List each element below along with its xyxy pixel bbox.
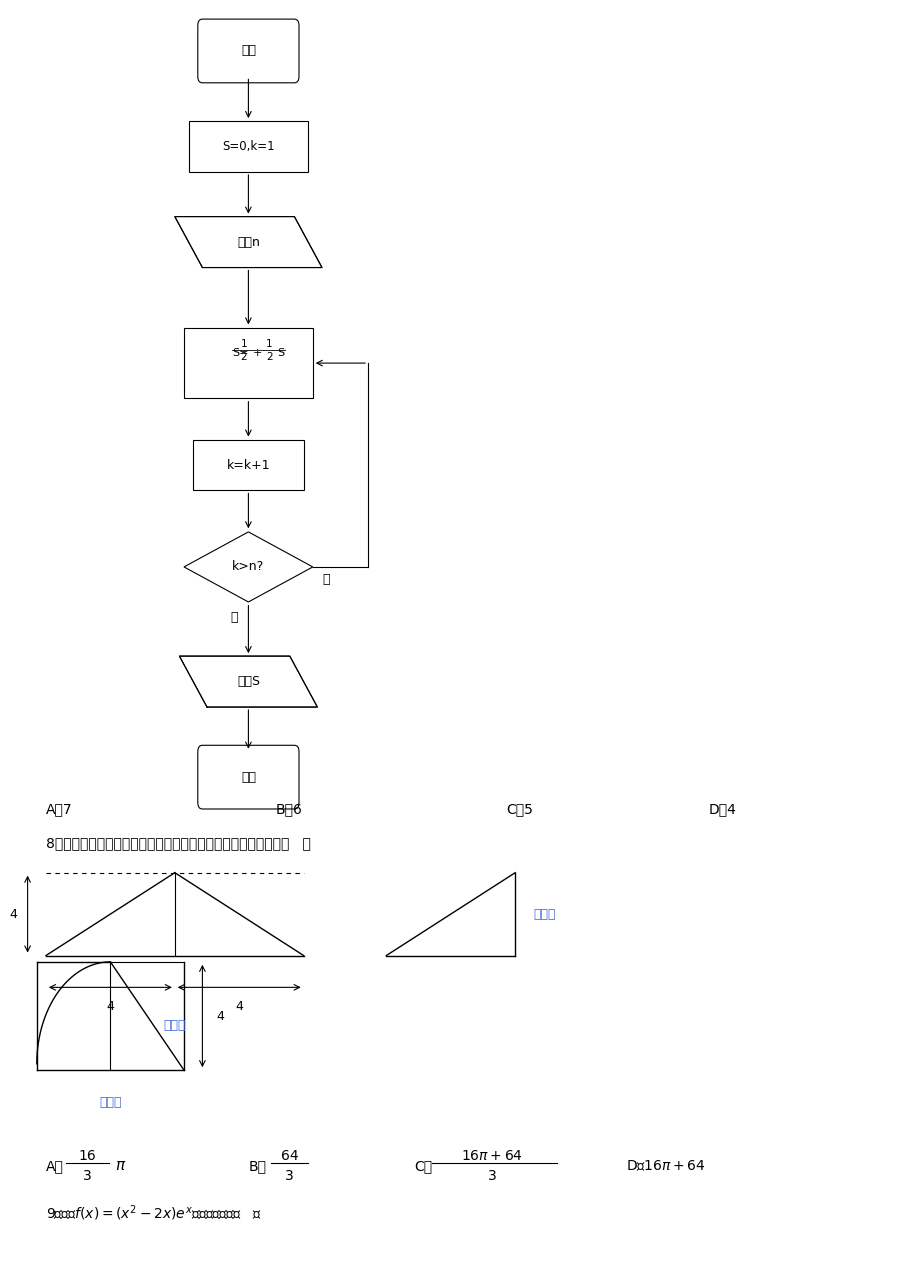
Text: 输出S: 输出S <box>237 675 260 688</box>
Text: 2: 2 <box>240 352 247 362</box>
Polygon shape <box>184 533 312 603</box>
Text: $16\pi+64$: $16\pi+64$ <box>460 1149 523 1162</box>
Text: 4: 4 <box>107 1000 114 1013</box>
Polygon shape <box>179 656 317 707</box>
Text: 侧视图: 侧视图 <box>533 907 555 921</box>
Text: k=k+1: k=k+1 <box>226 459 270 471</box>
Text: 结束: 结束 <box>241 771 255 784</box>
Text: k>n?: k>n? <box>232 561 265 573</box>
Text: A．: A． <box>46 1159 63 1172</box>
Text: 9．函数$f(x)=(x^2-2x)e^x$的图象大致是（   ）: 9．函数$f(x)=(x^2-2x)e^x$的图象大致是（ ） <box>46 1203 262 1223</box>
Bar <box>188 121 308 172</box>
Text: S: S <box>277 348 284 358</box>
FancyBboxPatch shape <box>198 19 299 83</box>
Text: +: + <box>253 348 262 358</box>
Text: D．$16\pi+64$: D．$16\pi+64$ <box>625 1158 704 1173</box>
Text: 正视图: 正视图 <box>164 1019 186 1032</box>
Text: S=0,k=1: S=0,k=1 <box>221 140 275 153</box>
Text: 8．如图所示是一个组合几何体的三视图，则该几何体的体积为（   ）: 8．如图所示是一个组合几何体的三视图，则该几何体的体积为（ ） <box>46 837 311 850</box>
Text: 64: 64 <box>280 1149 299 1162</box>
Text: C．5: C．5 <box>505 803 532 815</box>
Text: A．7: A．7 <box>46 803 73 815</box>
Text: 是: 是 <box>231 612 238 624</box>
Text: 3: 3 <box>487 1170 496 1182</box>
Text: 1: 1 <box>266 339 273 349</box>
Text: 俯视图: 俯视图 <box>99 1096 121 1108</box>
Text: 否: 否 <box>323 573 330 586</box>
Text: B．: B． <box>248 1159 267 1172</box>
Text: S=: S= <box>232 348 248 358</box>
Text: $\pi$: $\pi$ <box>115 1158 126 1173</box>
Text: C．: C． <box>414 1159 432 1172</box>
Text: 开始: 开始 <box>241 45 255 57</box>
Text: 4: 4 <box>10 907 17 921</box>
Text: D．4: D．4 <box>708 803 735 815</box>
Bar <box>193 440 303 490</box>
FancyBboxPatch shape <box>198 745 299 809</box>
Text: 3: 3 <box>83 1170 92 1182</box>
Polygon shape <box>175 217 322 268</box>
Bar <box>184 329 312 397</box>
Text: B．6: B．6 <box>276 803 302 815</box>
Text: 4: 4 <box>235 1000 243 1013</box>
Text: 4: 4 <box>217 1009 224 1023</box>
Text: 3: 3 <box>285 1170 294 1182</box>
Text: 2: 2 <box>266 352 273 362</box>
Text: 输入n: 输入n <box>237 236 259 248</box>
Text: 16: 16 <box>78 1149 96 1162</box>
Text: 1: 1 <box>240 339 247 349</box>
